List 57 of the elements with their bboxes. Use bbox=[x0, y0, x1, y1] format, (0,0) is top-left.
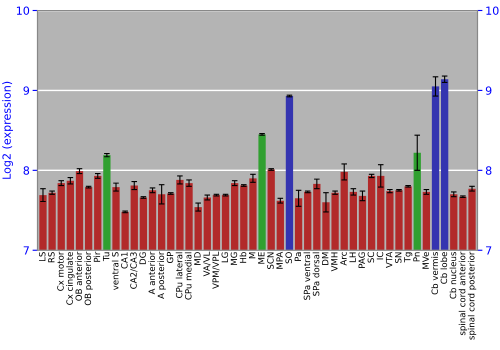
x-tick-label: SO bbox=[285, 252, 292, 264]
x-tick-label: CA1 bbox=[121, 252, 128, 269]
x-tick-label: MG bbox=[230, 252, 238, 265]
x-tick-label: ME bbox=[258, 252, 264, 264]
x-tick-label: spinal cord posterior bbox=[468, 252, 476, 340]
y2-tick-label: 10 bbox=[486, 6, 499, 15]
x-tick-label: Pa bbox=[294, 252, 302, 261]
x-tick-label: CA2/CA3 bbox=[130, 252, 138, 289]
x-tick-label: ventral S bbox=[112, 252, 119, 290]
y-tick-label: 7 bbox=[24, 246, 29, 254]
y2-tick-label: 7 bbox=[486, 246, 492, 254]
x-tick-label: Pir bbox=[94, 252, 100, 262]
x-tick-label: Tu bbox=[102, 252, 110, 262]
y-tick-label: 10 bbox=[16, 6, 30, 15]
x-tick-label: DM bbox=[322, 252, 328, 265]
x-tick-label: VPM/VPL bbox=[212, 252, 220, 289]
x-tick-label: SCN bbox=[267, 252, 274, 269]
x-tick-label: Arc bbox=[340, 252, 347, 266]
x-tick-label: Cb vermis bbox=[431, 252, 438, 294]
x-tick-label: IC bbox=[376, 252, 384, 260]
x-tick-label: Tg bbox=[404, 252, 412, 262]
x-tick-label: SN bbox=[394, 252, 402, 263]
y-tick-label: 8 bbox=[24, 166, 30, 175]
x-tick-label: A anterior bbox=[148, 252, 156, 294]
x-tick-label: PAG bbox=[358, 252, 365, 268]
x-tick-label: RS bbox=[48, 252, 55, 262]
x-tick-label: DG bbox=[139, 252, 146, 264]
y2-tick-label: 8 bbox=[486, 166, 492, 175]
x-tick-label: VA/VL bbox=[203, 252, 210, 276]
x-tick-label: SPa dorsal bbox=[312, 252, 320, 296]
x-tick-label: Cb nucleus bbox=[450, 252, 456, 299]
x-tick-label: OB posterior bbox=[84, 252, 93, 306]
x-tick-label: CPu medial bbox=[184, 252, 192, 300]
x-tick-label: Hb bbox=[240, 252, 246, 263]
x-tick-label: Cx cingulate bbox=[66, 252, 75, 305]
x-tick-label: SPa ventral bbox=[304, 252, 310, 300]
x-tick-label: LS bbox=[38, 252, 46, 262]
x-tick-label: OB anterior bbox=[75, 252, 82, 301]
x-tick-label: M bbox=[249, 252, 256, 258]
y2-tick-label: 9 bbox=[486, 86, 492, 95]
x-tick-label: SC bbox=[368, 252, 374, 263]
x-tick-label: MPA bbox=[276, 252, 283, 269]
x-tick-label: LH bbox=[349, 252, 356, 262]
y-axis-title: Log2 (expression) bbox=[2, 82, 13, 179]
x-tick-label: VTA bbox=[386, 252, 392, 268]
y-tick-label: 9 bbox=[23, 86, 30, 95]
x-tick-label: MVe bbox=[422, 252, 429, 269]
x-tick-label: CPu lateral bbox=[176, 252, 182, 298]
x-tick-label: Cx motor bbox=[57, 252, 64, 291]
x-tick-label: A posterior bbox=[157, 252, 166, 299]
x-tick-label: Pn bbox=[413, 252, 420, 262]
x-tick-label: GP bbox=[166, 252, 174, 264]
x-tick-label: VMH bbox=[331, 252, 338, 272]
x-tick-label: MD bbox=[194, 252, 201, 265]
x-tick-label: LG bbox=[222, 252, 228, 262]
x-tick-label: Cb lobe bbox=[440, 252, 448, 284]
x-tick-label: spinal cord anterior bbox=[458, 252, 468, 336]
